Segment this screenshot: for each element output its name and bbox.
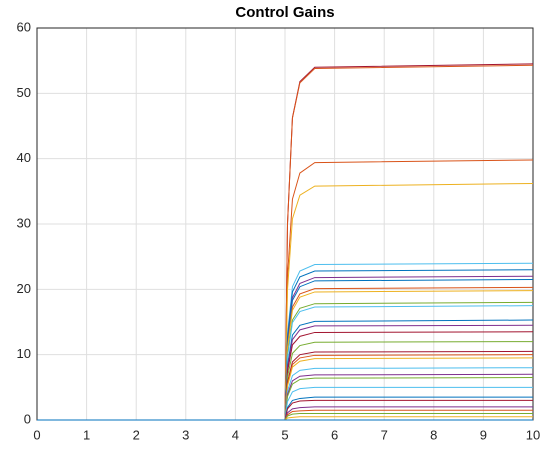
x-tick-label: 10 bbox=[526, 427, 540, 442]
y-tick-label: 50 bbox=[17, 85, 31, 100]
y-tick-label: 20 bbox=[17, 281, 31, 296]
y-tick-label: 40 bbox=[17, 150, 31, 165]
x-tick-label: 9 bbox=[480, 427, 487, 442]
y-tick-label: 60 bbox=[17, 19, 31, 34]
x-tick-label: 8 bbox=[430, 427, 437, 442]
y-tick-label: 30 bbox=[17, 215, 31, 230]
x-tick-label: 5 bbox=[281, 427, 288, 442]
x-tick-label: 3 bbox=[182, 427, 189, 442]
y-tick-label: 0 bbox=[24, 411, 31, 426]
x-tick-label: 4 bbox=[232, 427, 239, 442]
x-tick-label: 0 bbox=[33, 427, 40, 442]
x-tick-label: 6 bbox=[331, 427, 338, 442]
x-tick-label: 2 bbox=[133, 427, 140, 442]
y-tick-label: 10 bbox=[17, 346, 31, 361]
x-tick-label: 1 bbox=[83, 427, 90, 442]
x-tick-label: 7 bbox=[381, 427, 388, 442]
chart-title: Control Gains bbox=[235, 4, 334, 21]
